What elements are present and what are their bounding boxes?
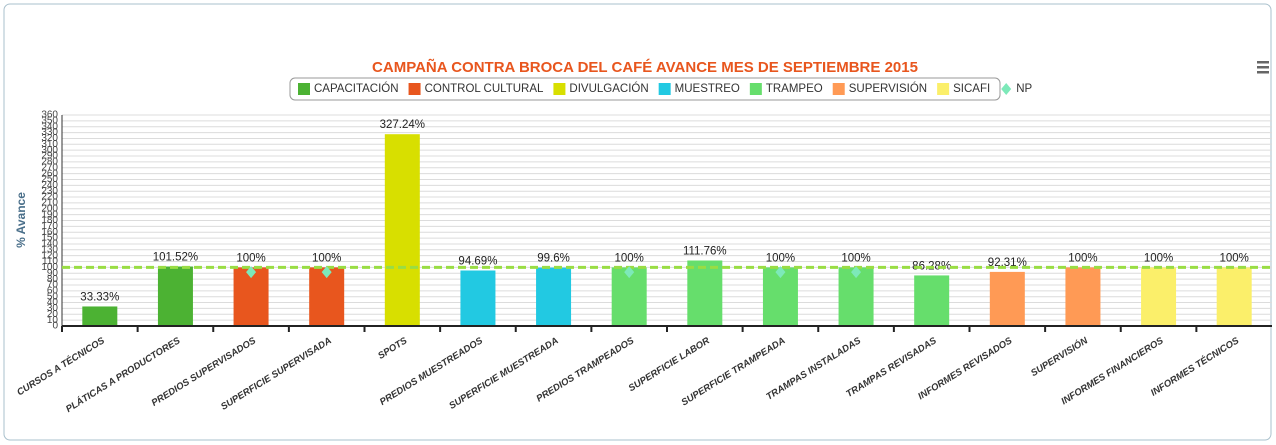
y-tick-label: 50	[47, 291, 59, 302]
menu-icon-line	[1257, 66, 1269, 69]
data-label: 100%	[312, 252, 341, 264]
y-tick-label: 360	[41, 110, 58, 121]
np-marker	[246, 266, 257, 279]
y-tick-label: 40	[47, 297, 59, 308]
legend-symbol	[937, 83, 950, 95]
bar	[989, 271, 1025, 326]
bar	[536, 267, 572, 326]
np-marker	[321, 266, 332, 279]
y-tick-label: 240	[41, 180, 58, 191]
legend-label: SICAFI	[953, 83, 990, 95]
y-tick-label: 60	[47, 285, 59, 296]
bar	[82, 306, 118, 326]
legend-label: TRAMPEO	[766, 83, 823, 95]
legend-symbol	[832, 83, 845, 95]
y-tick-label: 290	[41, 151, 58, 162]
np-marker	[851, 266, 862, 279]
menu-button[interactable]	[1254, 58, 1272, 76]
data-label: 100%	[1144, 252, 1173, 264]
y-tick-label: 180	[41, 215, 58, 226]
data-label: 111.76%	[683, 246, 727, 258]
legend-symbol	[658, 83, 671, 95]
y-tick-label: 30	[47, 303, 59, 314]
legend-symbol	[749, 83, 762, 95]
y-tick-label: 250	[41, 174, 58, 185]
chart-title: CAMPAÑA CONTRA BROCA DEL CAFÉ AVANCE MES…	[372, 58, 918, 76]
data-label: 94.69%	[458, 256, 497, 268]
bar	[687, 260, 723, 326]
legend-label: CAPACITACIÓN	[314, 82, 399, 95]
menu-icon-line	[1257, 71, 1269, 74]
y-tick-label: 110	[42, 256, 58, 267]
y-tick-label: 330	[41, 127, 58, 138]
data-label: 100%	[614, 252, 643, 264]
y-tick-label: 140	[41, 239, 58, 250]
y-tick-label: 160	[41, 227, 58, 238]
y-tick-label: 270	[41, 162, 58, 173]
legend-label: NP	[1016, 83, 1032, 95]
y-tick-label: 20	[47, 309, 59, 320]
bar	[1065, 267, 1101, 326]
y-tick-label: 220	[41, 192, 58, 203]
y-tick-label: 170	[41, 221, 58, 232]
y-tick-label: 300	[41, 145, 58, 156]
y-tick-label: 310	[41, 139, 58, 150]
bar	[460, 270, 496, 326]
legend-label: DIVULGACIÓN	[569, 82, 648, 95]
y-axis-title: % Avance	[14, 192, 28, 248]
data-label: 100%	[766, 252, 795, 264]
data-label: 33.33%	[80, 291, 119, 303]
data-label: 101.52%	[153, 252, 198, 264]
legend-symbol	[553, 83, 566, 95]
y-tick-label: 0	[52, 321, 58, 332]
legend-box	[289, 77, 1001, 101]
bar	[1216, 267, 1252, 326]
data-label: 327.24%	[380, 119, 425, 131]
y-tick-label: 150	[41, 233, 58, 244]
y-tick-label: 340	[41, 121, 58, 132]
y-tick-label: 100	[41, 262, 58, 273]
chart-frame	[3, 3, 1272, 441]
legend-label: SUPERVISIÓN	[849, 82, 927, 95]
legend-symbol	[298, 83, 310, 95]
y-tick-label: 80	[47, 274, 59, 285]
y-tick-label: 10	[47, 315, 59, 326]
bar	[384, 134, 420, 326]
y-tick-label: 130	[41, 244, 58, 255]
legend-label: CONTROL CULTURAL	[425, 83, 544, 95]
y-tick-label: 190	[41, 209, 58, 220]
data-label: 100%	[1068, 252, 1097, 264]
np-marker	[624, 266, 635, 279]
y-tick-label: 350	[41, 116, 58, 127]
bar	[914, 275, 950, 326]
y-tick-label: 90	[47, 268, 59, 279]
data-label: 99.6%	[537, 253, 570, 265]
menu-icon-line	[1257, 61, 1269, 64]
y-tick-label: 210	[41, 198, 58, 209]
y-tick-label: 230	[41, 186, 58, 197]
data-label: 100%	[841, 252, 870, 264]
y-tick-label: 280	[41, 157, 58, 168]
y-tick-label: 120	[41, 250, 58, 261]
data-label: 100%	[1219, 252, 1248, 264]
legend-label: MUESTREO	[675, 83, 740, 95]
y-tick-label: 200	[41, 203, 58, 214]
y-tick-label: 260	[41, 168, 58, 179]
np-marker	[775, 266, 786, 279]
legend-symbol	[1001, 83, 1012, 95]
y-tick-label: 320	[41, 133, 58, 144]
data-label: 100%	[236, 252, 265, 264]
legend-symbol	[408, 83, 421, 95]
y-tick-label: 70	[47, 280, 59, 291]
bar	[1141, 267, 1177, 326]
bar	[157, 266, 193, 326]
